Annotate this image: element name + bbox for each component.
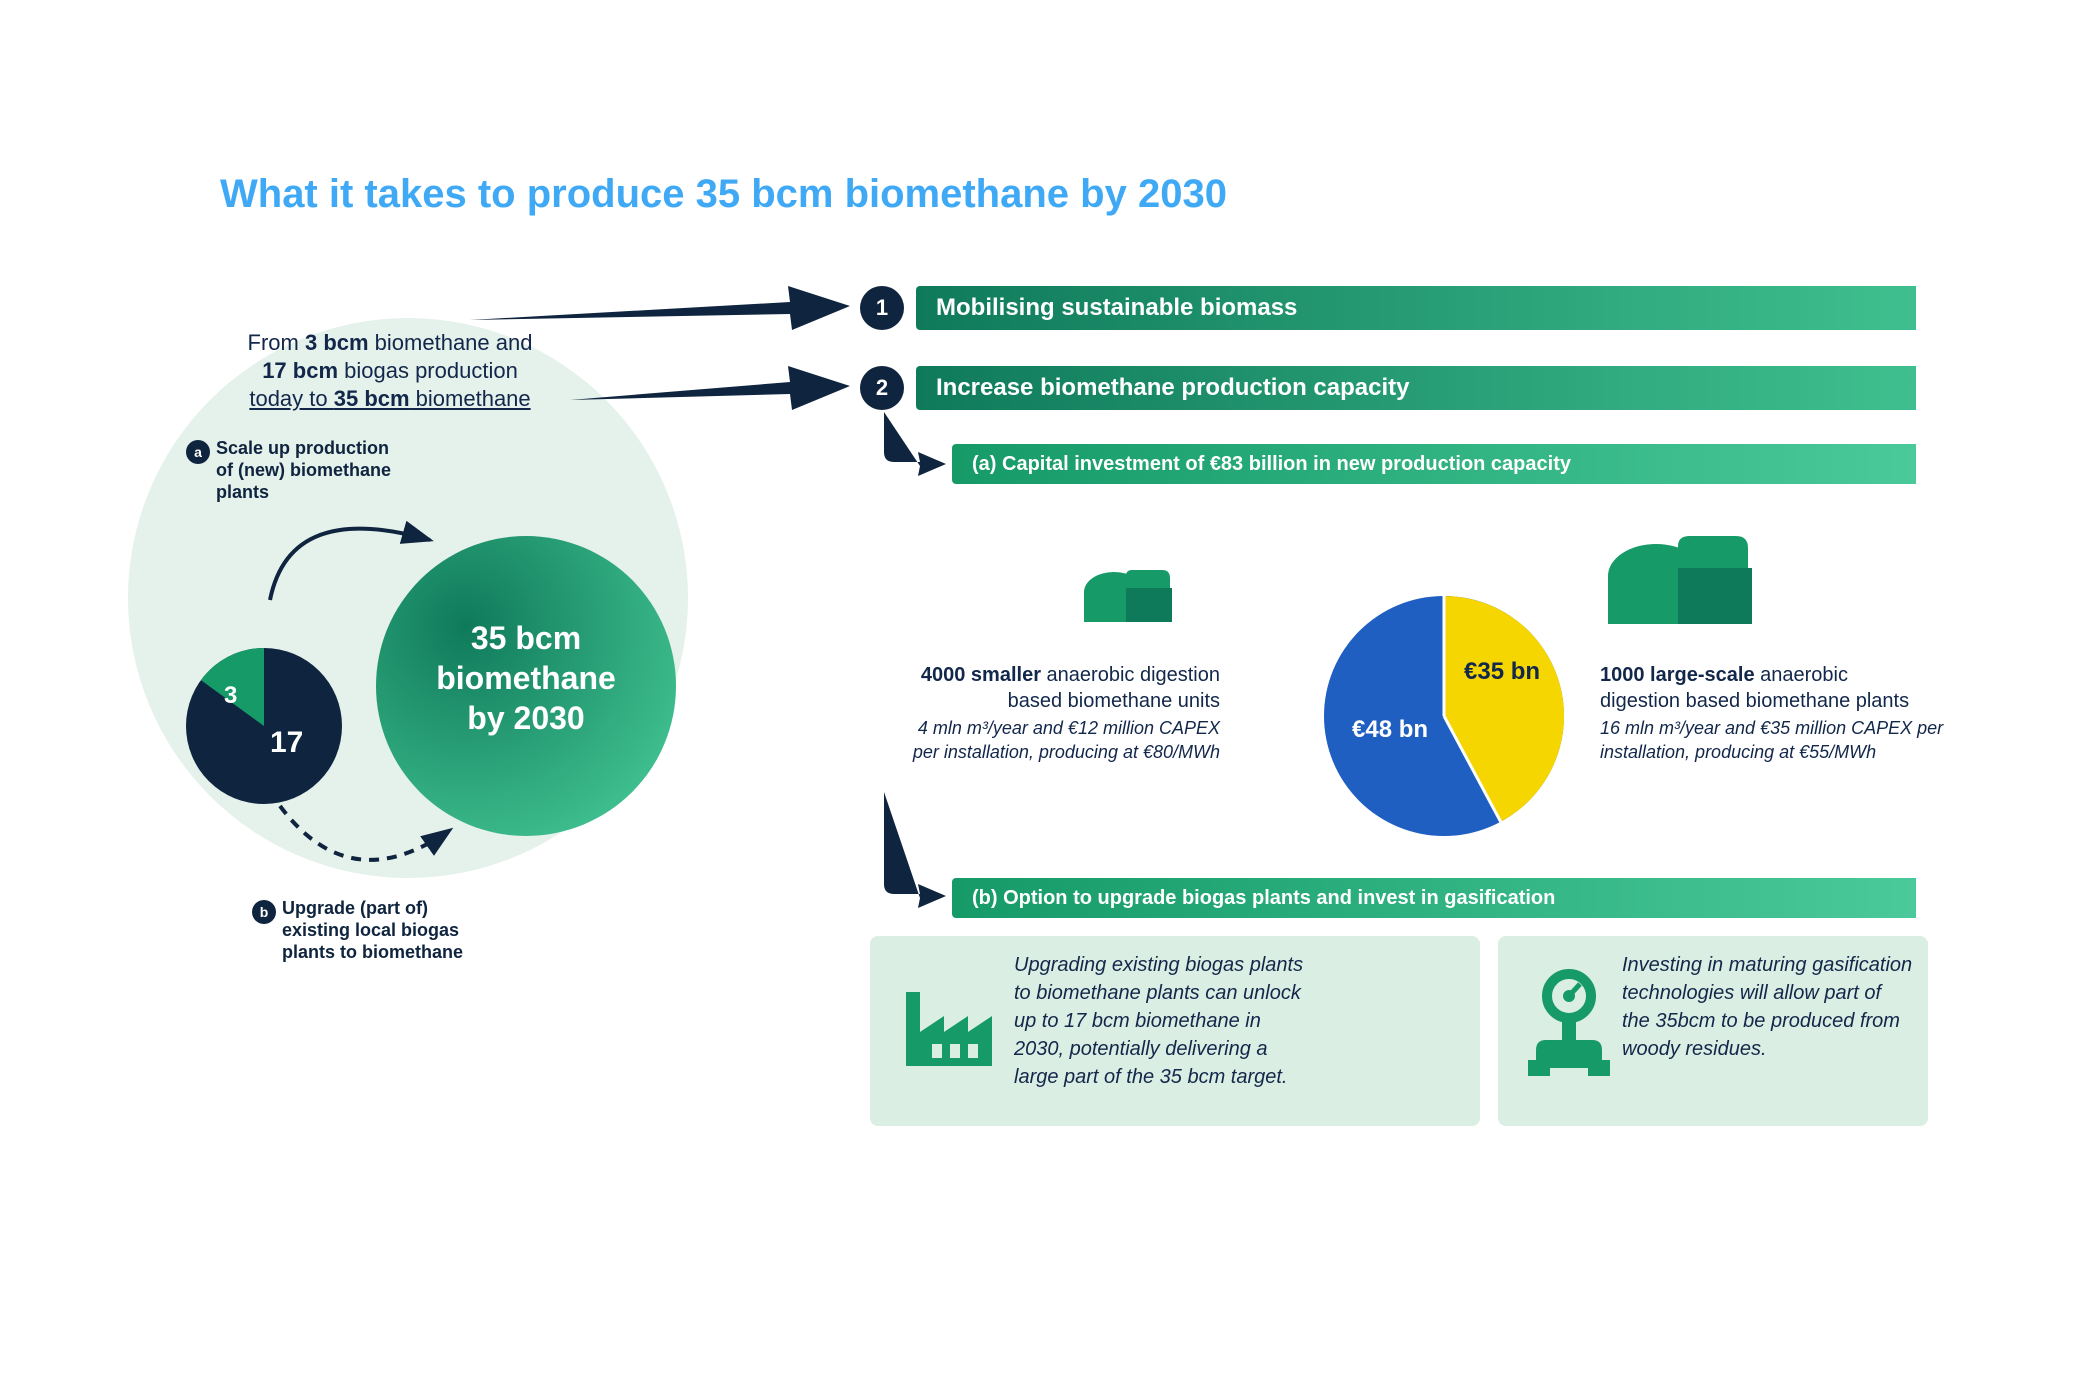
bullet-a-line1: Scale up production — [216, 438, 389, 459]
left-unit-detail1: 4 mln m³/year and €12 million CAPEX — [790, 718, 1220, 739]
badge-a: a — [186, 440, 210, 464]
box-right-l3: the 35bcm to be produced from — [1622, 1010, 1900, 1033]
bullet-b-line1: Upgrade (part of) — [282, 898, 428, 919]
bar1-num-circle: 1 — [860, 286, 904, 330]
gauge-icon — [1524, 968, 1614, 1078]
intro-line3: today to 35 bcm biomethane — [180, 386, 600, 412]
left-unit-detail2: per installation, producing at €80/MWh — [790, 742, 1220, 763]
intro-line2: 17 bcm biogas production — [180, 358, 600, 384]
page-title: What it takes to produce 35 bcm biometha… — [220, 172, 1227, 217]
left-unit-head2: based biomethane units — [790, 690, 1220, 713]
goal-line2: biomethane — [376, 660, 676, 697]
right-unit-detail1: 16 mln m³/year and €35 million CAPEX per — [1600, 718, 1943, 739]
plant-icon-large — [1600, 520, 1760, 630]
box-left-l3: up to 17 bcm biomethane in — [1014, 1010, 1261, 1033]
bar2-num-circle: 2 — [860, 366, 904, 410]
box-right-l2: technologies will allow part of — [1622, 982, 1881, 1005]
goal-line1: 35 bcm — [376, 620, 676, 657]
right-unit-head: 1000 large-scale anaerobic — [1600, 664, 1848, 687]
bullet-a-line3: plants — [216, 482, 269, 503]
l-connector-b — [874, 792, 954, 912]
bullet-b-line3: plants to biomethane — [282, 942, 463, 963]
small-pie-label-3: 3 — [224, 682, 237, 710]
badge-b: b — [252, 900, 276, 924]
left-unit-head: 4000 smaller anaerobic digestion — [790, 664, 1220, 687]
box-left-l2: to biomethane plants can unlock — [1014, 982, 1301, 1005]
big-arrow-1 — [470, 280, 870, 340]
box-left-l4: 2030, potentially delivering a — [1014, 1038, 1268, 1061]
box-right-l4: woody residues. — [1622, 1038, 1767, 1061]
infographic-root: What it takes to produce 35 bcm biometha… — [0, 0, 2100, 1400]
box-left-l1: Upgrading existing biogas plants — [1014, 954, 1303, 977]
right-unit-detail2: installation, producing at €55/MWh — [1600, 742, 1876, 763]
bullet-b-line2: existing local biogas — [282, 920, 459, 941]
right-unit-head2: digestion based biomethane plants — [1600, 690, 1909, 713]
factory-icon — [898, 982, 998, 1072]
small-pie-label-17: 17 — [270, 726, 303, 760]
box-left-l5: large part of the 35 bcm target. — [1014, 1066, 1288, 1089]
invest-pie-label-48: €48 bn — [1352, 716, 1428, 744]
subbar-b: (b) Option to upgrade biogas plants and … — [952, 878, 1916, 918]
bullet-a-line2: of (new) biomethane — [216, 460, 391, 481]
big-arrow-2 — [570, 360, 870, 420]
goal-line3: by 2030 — [376, 700, 676, 737]
l-connector-a — [874, 412, 954, 482]
box-right-l1: Investing in maturing gasification — [1622, 954, 1912, 977]
plant-icon-small — [1078, 556, 1178, 628]
bar2: Increase biomethane production capacity — [916, 366, 1916, 410]
subbar-a: (a) Capital investment of €83 billion in… — [952, 444, 1916, 484]
small-pie — [186, 648, 342, 804]
bar1: Mobilising sustainable biomass — [916, 286, 1916, 330]
invest-pie-label-35: €35 bn — [1464, 658, 1540, 686]
